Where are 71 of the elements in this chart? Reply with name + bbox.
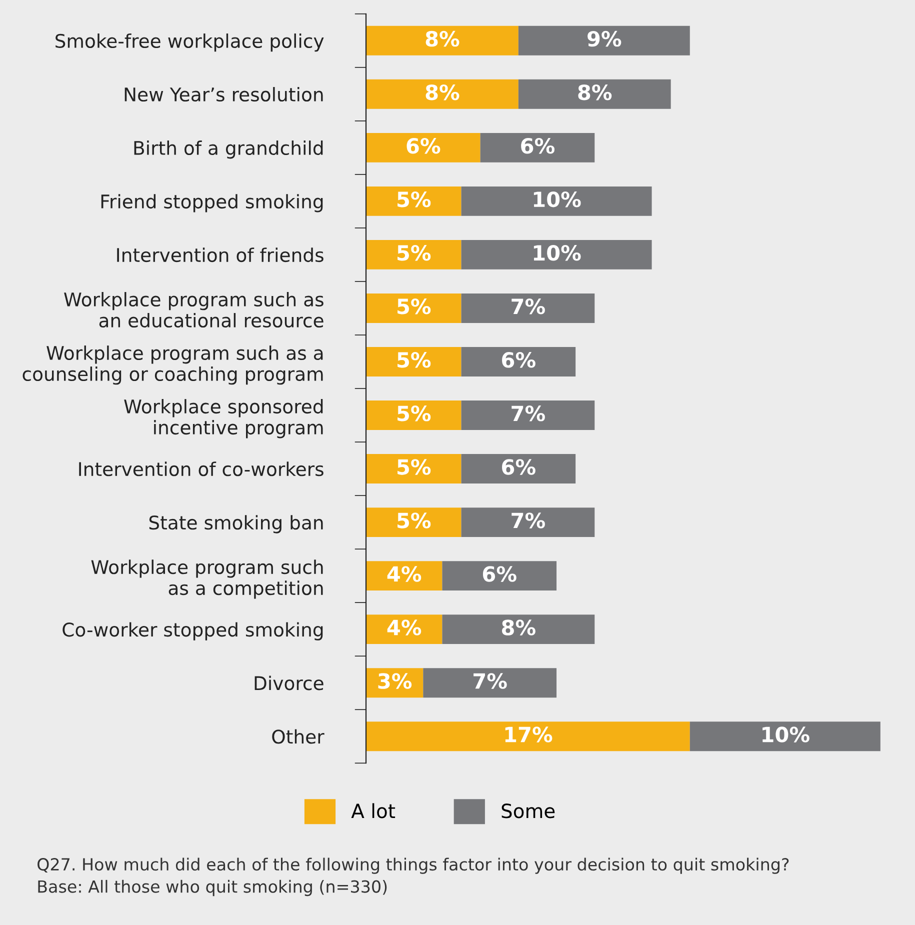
y-tick-label: Workplace program such as an educational resource xyxy=(64,292,324,328)
data-label: 3% xyxy=(378,673,412,689)
data-label: 7% xyxy=(512,298,545,314)
data-label: 6% xyxy=(521,138,554,154)
text: Q27. How much did each of the following things factor into your decision to quit smoking? xyxy=(38,858,789,874)
bar xyxy=(518,79,671,109)
data-label: 5% xyxy=(398,459,431,475)
text: Base: All those who quit smoking (n=330) xyxy=(38,880,387,896)
data-label: 8% xyxy=(578,84,612,100)
data-label: 10% xyxy=(762,726,810,742)
bar xyxy=(442,561,557,591)
data-label: 6% xyxy=(502,459,536,475)
data-label: 5% xyxy=(398,512,431,528)
bar xyxy=(461,347,576,376)
data-label: 6% xyxy=(502,352,536,368)
legend-label: Some xyxy=(502,804,555,818)
bar xyxy=(461,508,595,538)
data-label: 8% xyxy=(502,620,536,636)
y-tick-label: Smoke-free workplace policy xyxy=(56,34,324,52)
data-label: 4% xyxy=(387,620,422,636)
data-label: 4% xyxy=(387,566,422,582)
data-label: 8% xyxy=(426,84,460,100)
y-tick-label: Friend stopped smoking xyxy=(101,194,323,212)
bar xyxy=(423,668,557,698)
data-label: 7% xyxy=(512,406,545,422)
data-label: 5% xyxy=(398,406,431,422)
bar xyxy=(366,132,480,162)
bar xyxy=(366,347,462,376)
data-label: 17% xyxy=(505,726,552,742)
y-tick-label: Workplace program such as a competition xyxy=(91,560,323,599)
data-label: 5% xyxy=(398,298,431,314)
y-tick-label: Intervention of friends xyxy=(117,248,324,262)
bar xyxy=(366,186,462,216)
data-label: 5% xyxy=(398,352,431,368)
bar xyxy=(442,614,595,644)
data-label: 7% xyxy=(512,512,545,528)
y-tick-label: New Year’s resolution xyxy=(124,87,323,102)
y-tick-label: Workplace program such as a counseling or coaching program xyxy=(22,346,323,385)
bar xyxy=(366,79,518,109)
bar xyxy=(480,132,595,162)
legend-label: A lot xyxy=(351,803,396,818)
y-tick-label: Divorce xyxy=(254,676,324,690)
bar xyxy=(366,508,462,538)
data-label: 5% xyxy=(398,191,431,208)
data-label: 7% xyxy=(474,673,507,689)
data-label: 10% xyxy=(534,191,581,208)
data-label: 8% xyxy=(426,30,460,47)
bar xyxy=(518,26,690,56)
y-tick-label: Workplace sponsored incentive program xyxy=(124,399,323,438)
bar xyxy=(461,186,652,216)
data-label: 6% xyxy=(406,138,440,154)
bar xyxy=(366,26,518,56)
bar xyxy=(461,240,652,270)
bar xyxy=(366,454,462,484)
data-label: 5% xyxy=(398,244,431,261)
y-tick-label: Birth of a grandchild xyxy=(134,140,323,159)
bar xyxy=(366,240,462,270)
y-tick-label: Other xyxy=(272,729,324,744)
bar xyxy=(690,722,880,752)
data-label: 10% xyxy=(534,244,581,261)
bar xyxy=(461,454,576,484)
y-tick-label: Intervention of co-workers xyxy=(79,462,324,476)
data-label: 9% xyxy=(588,30,622,47)
bar xyxy=(461,294,595,323)
y-tick-label: Co-worker stopped smoking xyxy=(62,622,323,640)
data-label: 6% xyxy=(482,566,516,582)
bar xyxy=(366,294,462,323)
bar xyxy=(461,400,595,430)
bar xyxy=(366,400,462,430)
bar xyxy=(366,722,690,752)
y-tick-label: State smoking ban xyxy=(149,515,323,534)
